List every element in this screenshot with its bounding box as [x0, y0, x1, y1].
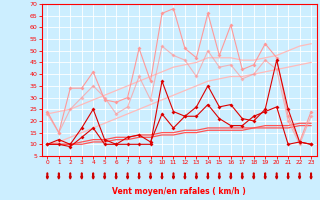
- Text: Vent moyen/en rafales ( km/h ): Vent moyen/en rafales ( km/h ): [112, 187, 246, 196]
